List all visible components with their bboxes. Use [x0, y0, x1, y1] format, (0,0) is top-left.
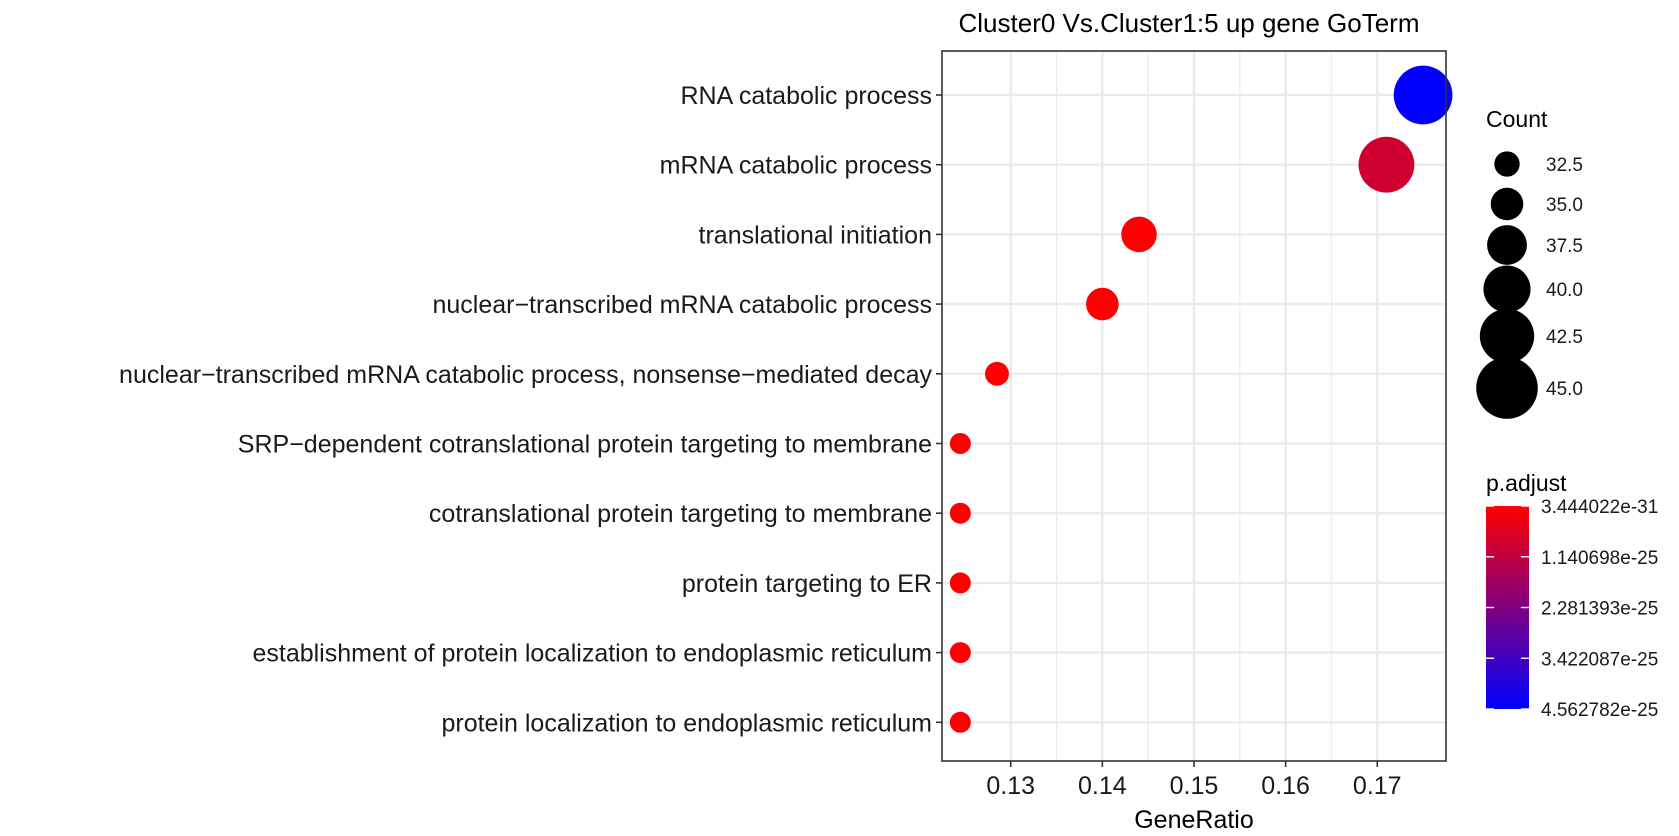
colorbar-label: 2.281393e-25	[1541, 599, 1658, 620]
y-tick-label: cotranslational protein targeting to mem…	[429, 500, 932, 528]
colorbar-label: 3.422087e-25	[1541, 649, 1658, 670]
x-tick-label: 0.14	[1078, 772, 1127, 800]
padjust-legend: p.adjust 3.444022e-31 1.140698e-25 2.28139…	[1486, 470, 1658, 721]
x-tick-label: 0.13	[986, 772, 1035, 800]
y-tick-label: establishment of protein localization to…	[252, 640, 932, 668]
data-point	[1086, 287, 1119, 321]
data-point	[1121, 216, 1157, 253]
count-legend-label: 45.0	[1546, 379, 1583, 400]
count-legend-label: 32.5	[1546, 155, 1583, 176]
chart-title: Cluster0 Vs.Cluster1:5 up gene GoTerm	[959, 8, 1420, 38]
data-point	[949, 502, 971, 524]
count-legend-key	[1483, 265, 1531, 313]
data-point	[949, 433, 971, 454]
colorbar-label: 3.444022e-31	[1541, 497, 1658, 518]
grid-layer	[942, 51, 1446, 761]
count-legend-key	[1487, 225, 1527, 265]
x-tick-label: 0.16	[1261, 772, 1310, 800]
data-point	[949, 711, 971, 733]
count-legend-keys: 32.5 35.0 37.5 40.0 42.5 45.0	[1476, 151, 1583, 419]
colorbar-label: 4.562782e-25	[1541, 700, 1658, 721]
y-tick-label: RNA catabolic process	[680, 82, 932, 110]
count-legend-key	[1476, 357, 1538, 419]
count-legend-title: Count	[1486, 106, 1548, 132]
x-axis-title: GeneRatio	[1134, 806, 1254, 834]
x-tick-label: 0.15	[1170, 772, 1219, 800]
y-tick-label: protein targeting to ER	[682, 570, 932, 598]
count-legend-key	[1490, 187, 1524, 221]
count-legend: Count 32.5 35.0 37.5 40.0 42.5 45.0	[1476, 106, 1583, 419]
count-legend-label: 35.0	[1546, 195, 1583, 216]
y-tick-label: mRNA catabolic process	[660, 152, 932, 180]
y-tick-label: protein localization to endoplasmic reti…	[441, 709, 932, 737]
count-legend-key	[1479, 308, 1535, 364]
x-tick-label: 0.17	[1353, 772, 1402, 800]
x-axis: 0.13 0.14 0.15 0.16 0.17	[986, 761, 1402, 800]
y-axis: RNA catabolic process mRNA catabolic proc…	[119, 82, 942, 737]
data-point	[1358, 136, 1415, 193]
data-point	[949, 572, 971, 594]
data-point	[949, 642, 971, 664]
y-tick-label: nuclear−transcribed mRNA catabolic proce…	[119, 361, 932, 389]
count-legend-label: 42.5	[1546, 327, 1583, 348]
y-tick-label: SRP−dependent cotranslational protein ta…	[238, 431, 932, 459]
data-point	[1393, 65, 1453, 125]
points-layer	[949, 65, 1453, 733]
count-legend-key	[1494, 151, 1520, 177]
data-point	[985, 361, 1009, 386]
y-tick-label: nuclear−transcribed mRNA catabolic proce…	[432, 291, 932, 319]
padjust-legend-title: p.adjust	[1486, 470, 1567, 496]
count-legend-label: 40.0	[1546, 280, 1583, 301]
y-tick-label: translational initiation	[699, 221, 932, 249]
count-legend-label: 37.5	[1546, 236, 1583, 257]
padjust-legend-ticks: 3.444022e-31 1.140698e-25 2.281393e-25 3.42…	[1486, 497, 1658, 721]
colorbar-label: 1.140698e-25	[1541, 548, 1658, 569]
